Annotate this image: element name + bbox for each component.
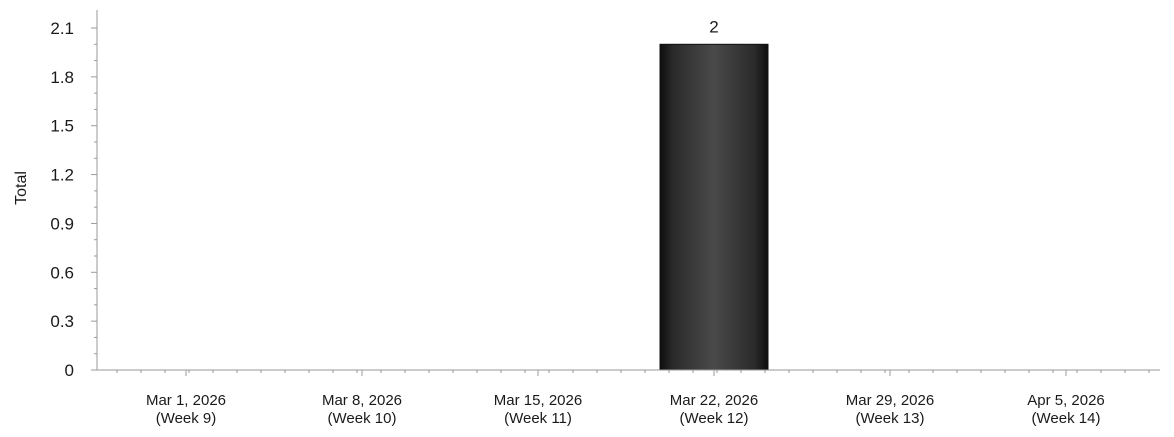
y-axis-title: Total — [13, 171, 30, 205]
y-tick-label: 0.6 — [50, 263, 74, 282]
x-tick-label: Mar 8, 2026 — [322, 392, 402, 409]
x-tick-label: (Week 12) — [680, 410, 749, 427]
y-axis: 0 0.3 0.6 0.9 1.2 1.5 1.8 2.1 — [50, 19, 97, 380]
x-tick-label: Apr 5, 2026 — [1027, 392, 1105, 409]
x-axis: Mar 1, 2026(Week 9) Mar 8, 2026(Week 10) M… — [116, 370, 1150, 427]
x-tick-label: Mar 29, 2026 — [846, 392, 934, 409]
y-tick-label: 0.9 — [50, 214, 74, 233]
x-tick-label: (Week 10) — [328, 410, 397, 427]
x-tick-label: (Week 14) — [1032, 410, 1101, 427]
bar-value-label: 2 — [709, 17, 718, 36]
bars — [659, 43, 769, 371]
x-tick-label: Mar 1, 2026 — [146, 392, 226, 409]
bar — [659, 43, 769, 371]
x-tick-label: (Week 9) — [156, 410, 217, 427]
x-tick-label: Mar 22, 2026 — [670, 392, 758, 409]
data-labels: 2 — [709, 17, 718, 36]
y-tick-label: 2.1 — [50, 19, 74, 38]
y-tick-label: 0 — [65, 361, 74, 380]
y-tick-label: 1.5 — [50, 117, 74, 136]
y-tick-label: 0.3 — [50, 312, 74, 331]
y-tick-label: 1.2 — [50, 166, 74, 185]
x-tick-label: (Week 11) — [504, 410, 572, 427]
x-tick-label: (Week 13) — [856, 410, 925, 427]
x-tick-label: Mar 15, 2026 — [494, 392, 582, 409]
y-tick-label: 1.8 — [50, 68, 74, 87]
